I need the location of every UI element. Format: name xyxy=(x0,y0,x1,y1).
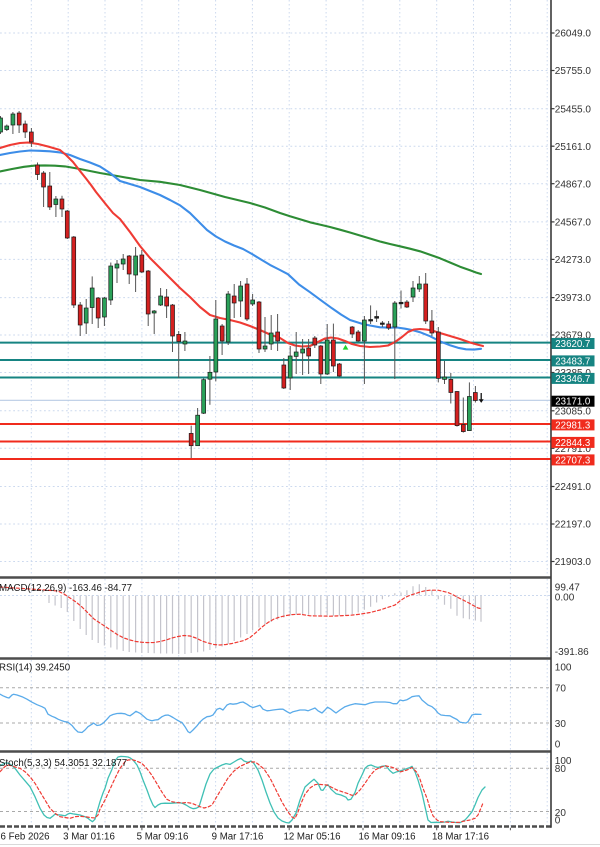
svg-text:9 Mar 17:16: 9 Mar 17:16 xyxy=(212,832,264,843)
svg-text:3 Mar 01:16: 3 Mar 01:16 xyxy=(63,832,115,843)
svg-text:100: 100 xyxy=(555,663,572,674)
svg-text:23483.7: 23483.7 xyxy=(555,356,590,367)
svg-text:70: 70 xyxy=(555,684,567,695)
svg-text:22981.3: 22981.3 xyxy=(555,420,590,431)
svg-text:23085.0: 23085.0 xyxy=(555,406,592,417)
svg-text:25455.0: 25455.0 xyxy=(555,104,592,115)
svg-text:80: 80 xyxy=(555,764,567,775)
svg-text:99.47: 99.47 xyxy=(555,582,580,593)
svg-text:0: 0 xyxy=(555,740,561,751)
svg-text:18 Mar 17:16: 18 Mar 17:16 xyxy=(432,832,489,843)
svg-text:24567.0: 24567.0 xyxy=(555,218,592,229)
svg-text:22844.3: 22844.3 xyxy=(555,438,590,449)
svg-text:-391.86: -391.86 xyxy=(555,647,589,658)
svg-text:21903.0: 21903.0 xyxy=(555,557,592,568)
svg-text:25755.0: 25755.0 xyxy=(555,66,592,77)
svg-text:0: 0 xyxy=(555,816,561,827)
svg-text:MACD(12,26,9) -163.46 -84.77: MACD(12,26,9) -163.46 -84.77 xyxy=(0,583,132,594)
svg-text:30: 30 xyxy=(555,719,567,730)
svg-text:23346.7: 23346.7 xyxy=(555,374,590,385)
svg-text:22707.3: 22707.3 xyxy=(555,455,590,466)
svg-text:26049.0: 26049.0 xyxy=(555,29,592,40)
svg-text:Stoch(5,3,3) 54.3051 32.1877: Stoch(5,3,3) 54.3051 32.1877 xyxy=(0,758,127,769)
svg-text:23679.0: 23679.0 xyxy=(555,331,592,342)
svg-text:12 Mar 05:16: 12 Mar 05:16 xyxy=(283,832,340,843)
svg-text:24273.0: 24273.0 xyxy=(555,255,592,266)
svg-text:16 Mar 09:16: 16 Mar 09:16 xyxy=(358,832,415,843)
svg-text:23620.7: 23620.7 xyxy=(555,339,590,350)
svg-text:RSI(14) 39.2450: RSI(14) 39.2450 xyxy=(0,663,71,674)
svg-text:20: 20 xyxy=(555,808,567,819)
svg-text:23171.0: 23171.0 xyxy=(555,397,591,408)
svg-text:22197.0: 22197.0 xyxy=(555,520,592,531)
svg-text:22791.0: 22791.0 xyxy=(555,444,592,455)
svg-text:24867.0: 24867.0 xyxy=(555,179,592,190)
svg-text:100: 100 xyxy=(555,756,572,767)
svg-text:5 Mar 09:16: 5 Mar 09:16 xyxy=(137,832,189,843)
svg-text:22491.0: 22491.0 xyxy=(555,482,592,493)
svg-text:0.00: 0.00 xyxy=(555,593,575,604)
svg-text:25161.0: 25161.0 xyxy=(555,142,592,153)
svg-text:6 Feb 2026: 6 Feb 2026 xyxy=(0,832,49,843)
svg-text:23973.0: 23973.0 xyxy=(555,293,592,304)
